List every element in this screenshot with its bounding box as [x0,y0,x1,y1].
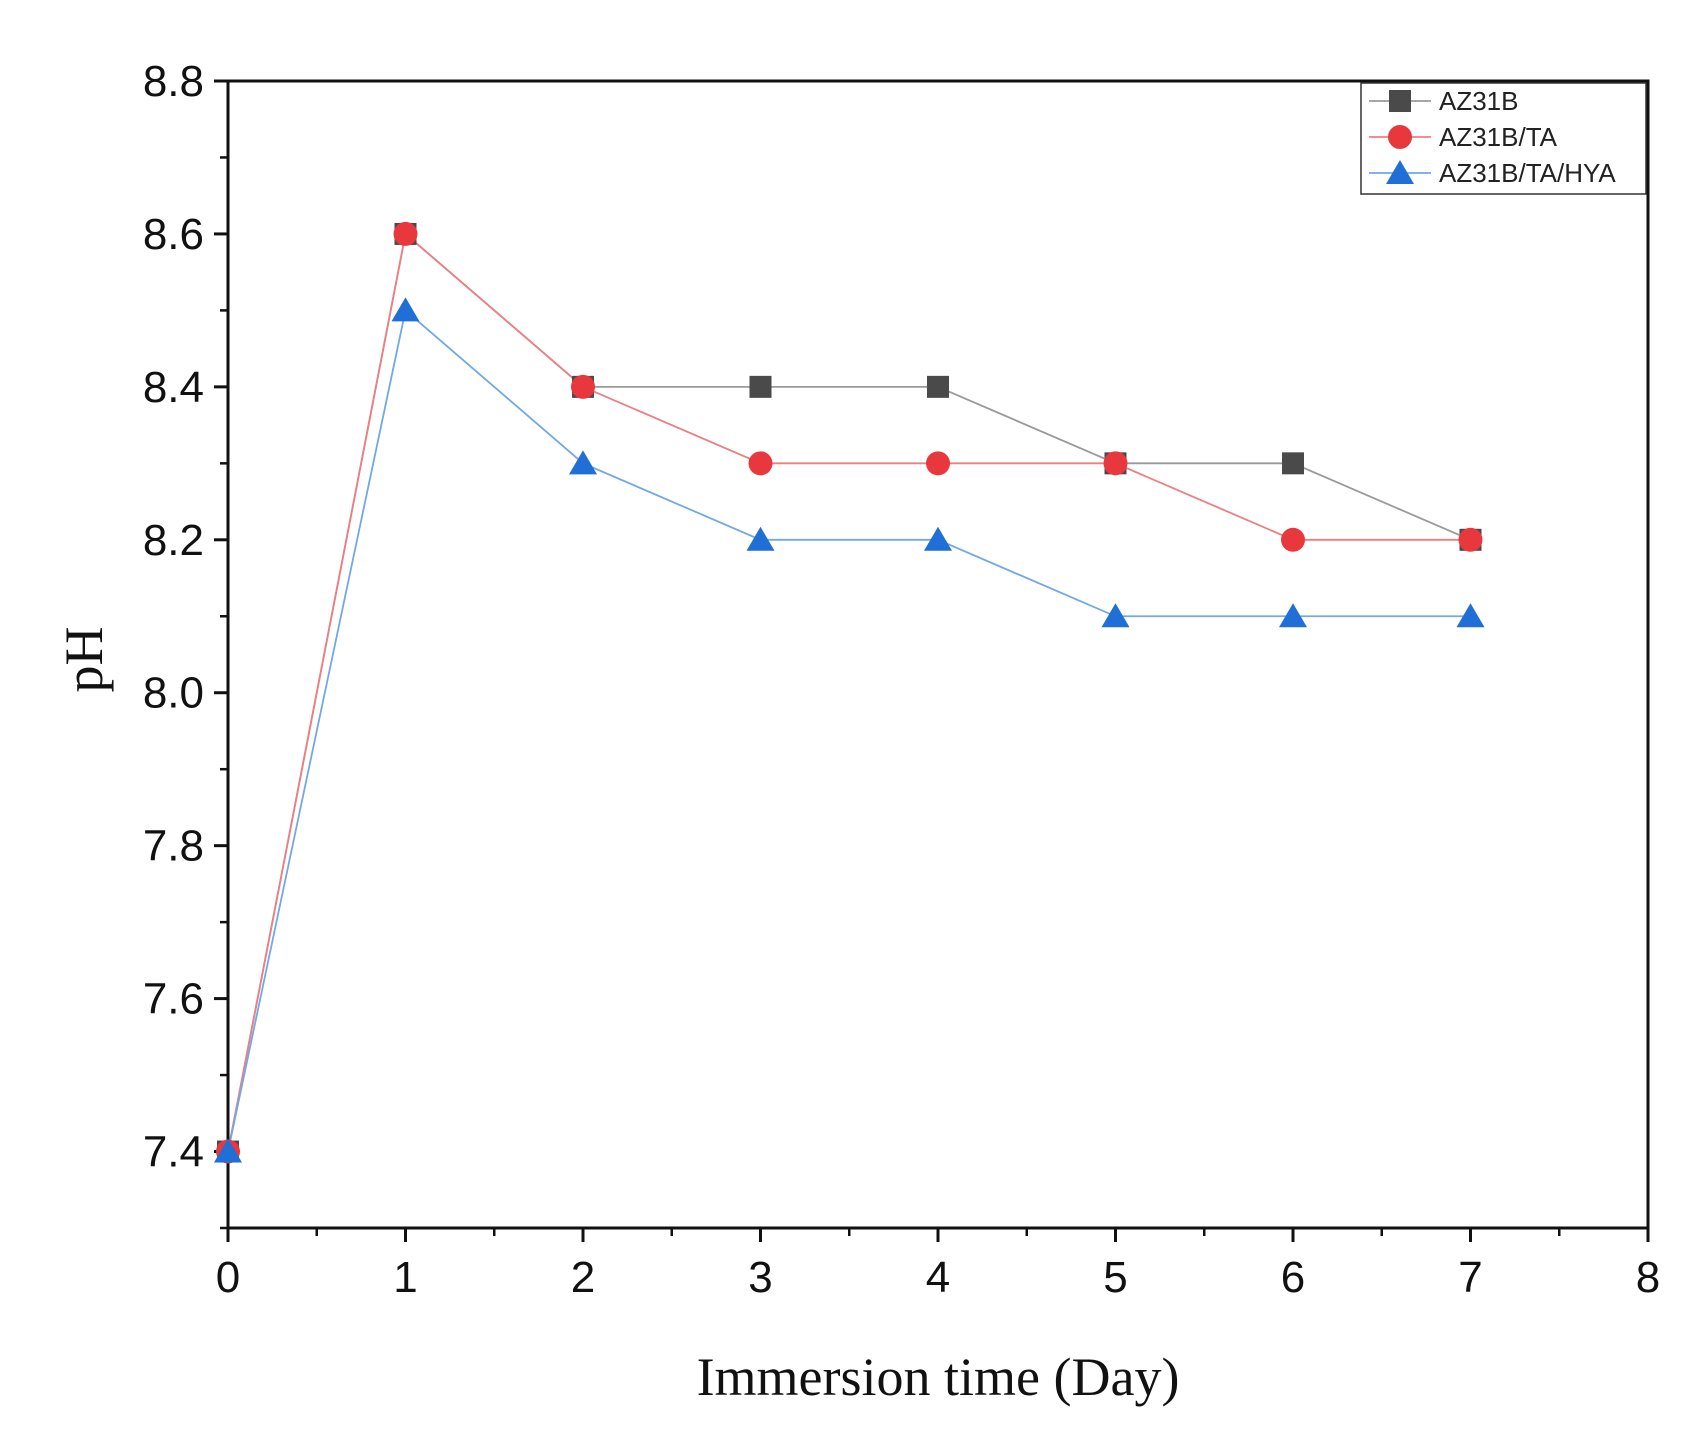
data-point-az31b-ta [1103,451,1128,476]
legend-label-az31b: AZ31B [1439,86,1519,116]
series-markers [214,221,1485,1164]
data-point-az31b-ta [926,451,950,476]
series-line-az31b-ta [227,232,1471,1152]
x-tick-label: 0 [216,1253,240,1302]
data-point-az31b [749,375,772,398]
data-point-az31b-ta-hya [1279,603,1307,628]
legend: AZ31B AZ31B/TA AZ31B/TA/HYA [1360,82,1647,195]
legend-label-az31b-ta: AZ31B/TA [1439,122,1558,152]
data-point-az31b-ta [571,374,595,399]
legend-label-az31b-ta-hya: AZ31B/TA/HYA [1439,158,1616,188]
data-point-az31b-ta-hya [924,526,952,551]
x-axis-title: Immersion time (Day) [697,1347,1180,1407]
y-tick-label: 8.2 [143,516,204,565]
series-line-az31b-ta-hya [227,308,1471,1152]
axes: 0 1 2 3 4 5 6 7 8 7.4 7.6 7.8 8.0 8.2 8.4 8.6 8.8 [143,57,1660,1302]
plot-frame [226,79,1650,1230]
y-tick-label: 7.6 [143,975,204,1024]
x-tick-label: 8 [1636,1253,1660,1302]
y-tick-label: 7.4 [143,1128,204,1177]
legend-marker-az31b-ta-hya [1386,160,1414,184]
x-tick-label: 1 [393,1253,417,1302]
data-point-az31b-ta [393,221,418,246]
data-point-az31b-ta-hya [391,297,420,322]
series-line-az31b [227,232,1471,1152]
legend-marker-az31b-ta [1388,125,1412,149]
data-point-az31b-ta [748,451,773,476]
legend-marker-az31b [1389,90,1411,112]
data-point-az31b-ta-hya [1101,603,1130,628]
y-tick-label: 8.0 [143,669,204,718]
series-lines [227,232,1471,1152]
data-point-az31b-ta [1458,527,1483,552]
x-tick-label: 4 [926,1253,950,1302]
y-tick-label: 7.8 [143,822,204,871]
data-point-az31b [927,375,949,398]
data-point-az31b-ta-hya [746,526,775,551]
data-point-az31b-ta-hya [214,1138,242,1163]
x-tick-label: 5 [1103,1253,1127,1302]
data-point-az31b-ta [1281,527,1305,552]
x-tick-label: 7 [1458,1253,1482,1302]
y-tick-label: 8.6 [143,210,204,259]
y-axis-title: pH [54,627,114,693]
data-point-az31b-ta-hya [569,450,597,475]
y-tick-label: 8.4 [143,363,204,412]
x-tick-label: 3 [748,1253,772,1302]
y-tick-label: 8.8 [143,57,204,106]
x-tick-label: 6 [1281,1253,1305,1302]
x-tick-label: 2 [571,1253,595,1302]
data-point-az31b-ta-hya [1456,603,1485,628]
data-point-az31b [1282,452,1304,475]
